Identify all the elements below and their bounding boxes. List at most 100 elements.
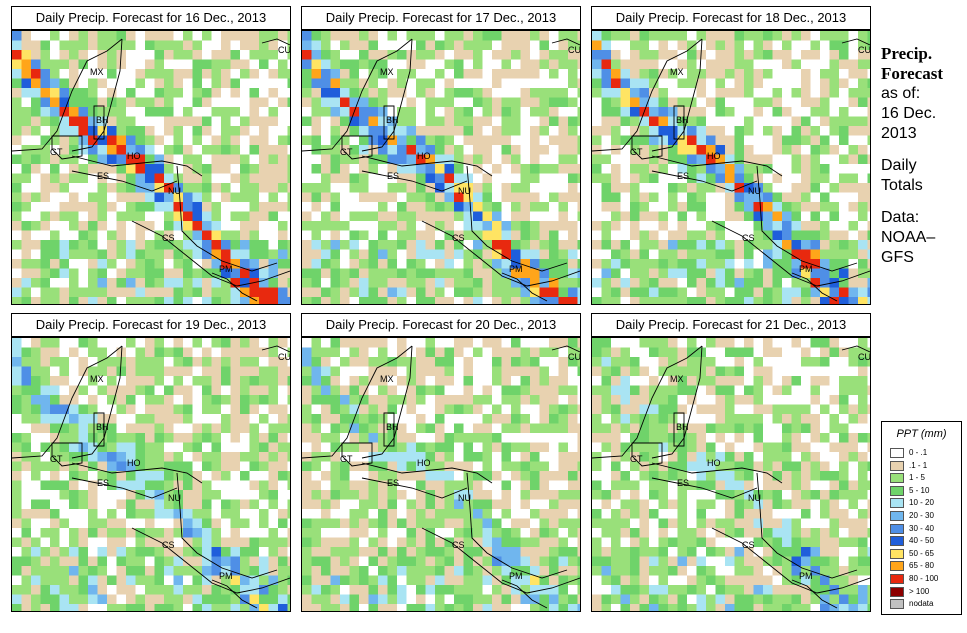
country-label-bh: BH (96, 422, 109, 432)
precip-map: CU MX BH GT HO ES NU CS PM (591, 30, 871, 305)
precip-map: CU MX BH GT HO ES NU CS PM (11, 30, 291, 305)
country-label-bh: BH (386, 422, 399, 432)
legend-label: nodata (909, 599, 934, 609)
legend-swatch (890, 460, 904, 471)
legend-item: 0 - .1 (890, 448, 958, 459)
legend-swatch (890, 536, 904, 547)
country-label-es: ES (97, 478, 109, 488)
info-source-2: GFS (881, 249, 914, 266)
country-label-ho: HO (707, 151, 721, 161)
legend-item: 10 - 20 (890, 498, 958, 509)
country-label-es: ES (97, 171, 109, 181)
country-label-bh: BH (96, 115, 109, 125)
info-as-of: as of: (881, 85, 921, 102)
info-title-line1: Precip. (881, 44, 933, 63)
legend-swatch (890, 574, 904, 584)
legend-label: 0 - .1 (909, 448, 928, 457)
country-label-ho: HO (417, 458, 431, 468)
country-label-nu: NU (168, 186, 181, 196)
legend-swatch (890, 586, 904, 597)
country-label-gt: GT (340, 147, 353, 157)
country-label-cs: CS (742, 233, 755, 243)
legend-item: nodata (890, 599, 958, 610)
legend-item: 80 - 100 (890, 574, 958, 585)
country-label-mx: MX (90, 374, 104, 384)
legend-swatch (890, 485, 904, 496)
legend-label: 50 - 65 (909, 548, 934, 558)
country-label-es: ES (387, 171, 399, 181)
country-label-pm: PM (509, 571, 523, 581)
country-label-mx: MX (670, 374, 684, 384)
country-label-nu: NU (748, 186, 761, 196)
legend-swatch (890, 473, 904, 484)
legend-label: 10 - 20 (909, 498, 934, 508)
legend-title: PPT (mm) (896, 428, 947, 440)
legend-swatch (890, 523, 904, 534)
country-label-nu: NU (748, 493, 761, 503)
panel-title: Daily Precip. Forecast for 19 Dec., 2013 (11, 313, 291, 337)
forecast-panel: Daily Precip. Forecast for 17 Dec., 2013… (301, 6, 581, 305)
forecast-panel: Daily Precip. Forecast for 18 Dec., 2013… (591, 6, 871, 305)
legend-swatch (890, 599, 904, 610)
country-label-cu: CU (858, 352, 870, 362)
ppt-legend: PPT (mm) 0 - .1 .1 - 1 1 - 5 5 - 10 10 - 20 2… (881, 421, 962, 615)
country-label-es: ES (677, 171, 689, 181)
country-label-gt: GT (50, 454, 63, 464)
legend-swatch (890, 548, 904, 559)
legend-item: 5 - 10 (890, 485, 958, 497)
country-label-cs: CS (452, 540, 465, 550)
country-label-gt: GT (340, 454, 353, 464)
legend-label: 1 - 5 (909, 473, 926, 483)
country-label-mx: MX (380, 67, 394, 77)
precip-map: CU MX BH GT HO ES NU CS PM (591, 337, 871, 612)
info-date: 16 Dec. (881, 105, 937, 122)
legend-item: 50 - 65 (890, 548, 958, 560)
legend-label: 20 - 30 (909, 511, 934, 520)
country-label-gt: GT (630, 147, 643, 157)
legend-label: 80 - 100 (909, 574, 939, 583)
country-label-mx: MX (380, 374, 394, 384)
country-label-cu: CU (278, 352, 290, 362)
legend-label: .1 - 1 (909, 460, 928, 470)
panel-title: Daily Precip. Forecast for 17 Dec., 2013 (301, 6, 581, 30)
country-label-mx: MX (670, 67, 684, 77)
info-totals: Totals (881, 177, 923, 194)
legend-item: 20 - 30 (890, 511, 958, 522)
info-data-label: Data: (881, 209, 920, 226)
country-label-ho: HO (127, 458, 141, 468)
info-source-1: NOAA– (881, 229, 936, 246)
forecast-panel: Daily Precip. Forecast for 21 Dec., 2013… (591, 313, 871, 612)
legend-label: > 100 (909, 586, 930, 596)
legend-item: 40 - 50 (890, 536, 958, 547)
precip-map: CU MX BH GT HO ES NU CS PM (301, 337, 581, 612)
panel-title: Daily Precip. Forecast for 16 Dec., 2013 (11, 6, 291, 30)
country-label-cs: CS (162, 540, 175, 550)
country-label-cu: CU (858, 45, 870, 55)
legend-swatch (890, 561, 904, 572)
country-label-bh: BH (676, 422, 689, 432)
legend-swatch (890, 498, 904, 509)
country-label-mx: MX (90, 67, 104, 77)
country-label-nu: NU (458, 186, 471, 196)
country-label-ho: HO (127, 151, 141, 161)
country-label-cs: CS (742, 540, 755, 550)
country-label-cu: CU (278, 45, 290, 55)
legend-swatch (890, 511, 904, 521)
country-label-cs: CS (162, 233, 175, 243)
country-label-cu: CU (568, 352, 580, 362)
info-year: 2013 (881, 125, 917, 142)
legend-item: 30 - 40 (890, 523, 958, 535)
country-label-bh: BH (676, 115, 689, 125)
country-label-pm: PM (219, 264, 233, 274)
forecast-info: Precip. Forecast as of: 16 Dec. 2013 Dai… (881, 44, 965, 268)
panel-title: Daily Precip. Forecast for 21 Dec., 2013 (591, 313, 871, 337)
country-label-es: ES (387, 478, 399, 488)
country-label-pm: PM (509, 264, 523, 274)
legend-item: 1 - 5 (890, 473, 958, 484)
legend-item: .1 - 1 (890, 460, 958, 472)
country-label-bh: BH (386, 115, 399, 125)
precip-map: CU MX BH GT HO ES NU CS PM (11, 337, 291, 612)
country-label-es: ES (677, 478, 689, 488)
legend-label: 65 - 80 (909, 561, 934, 571)
country-label-gt: GT (50, 147, 63, 157)
